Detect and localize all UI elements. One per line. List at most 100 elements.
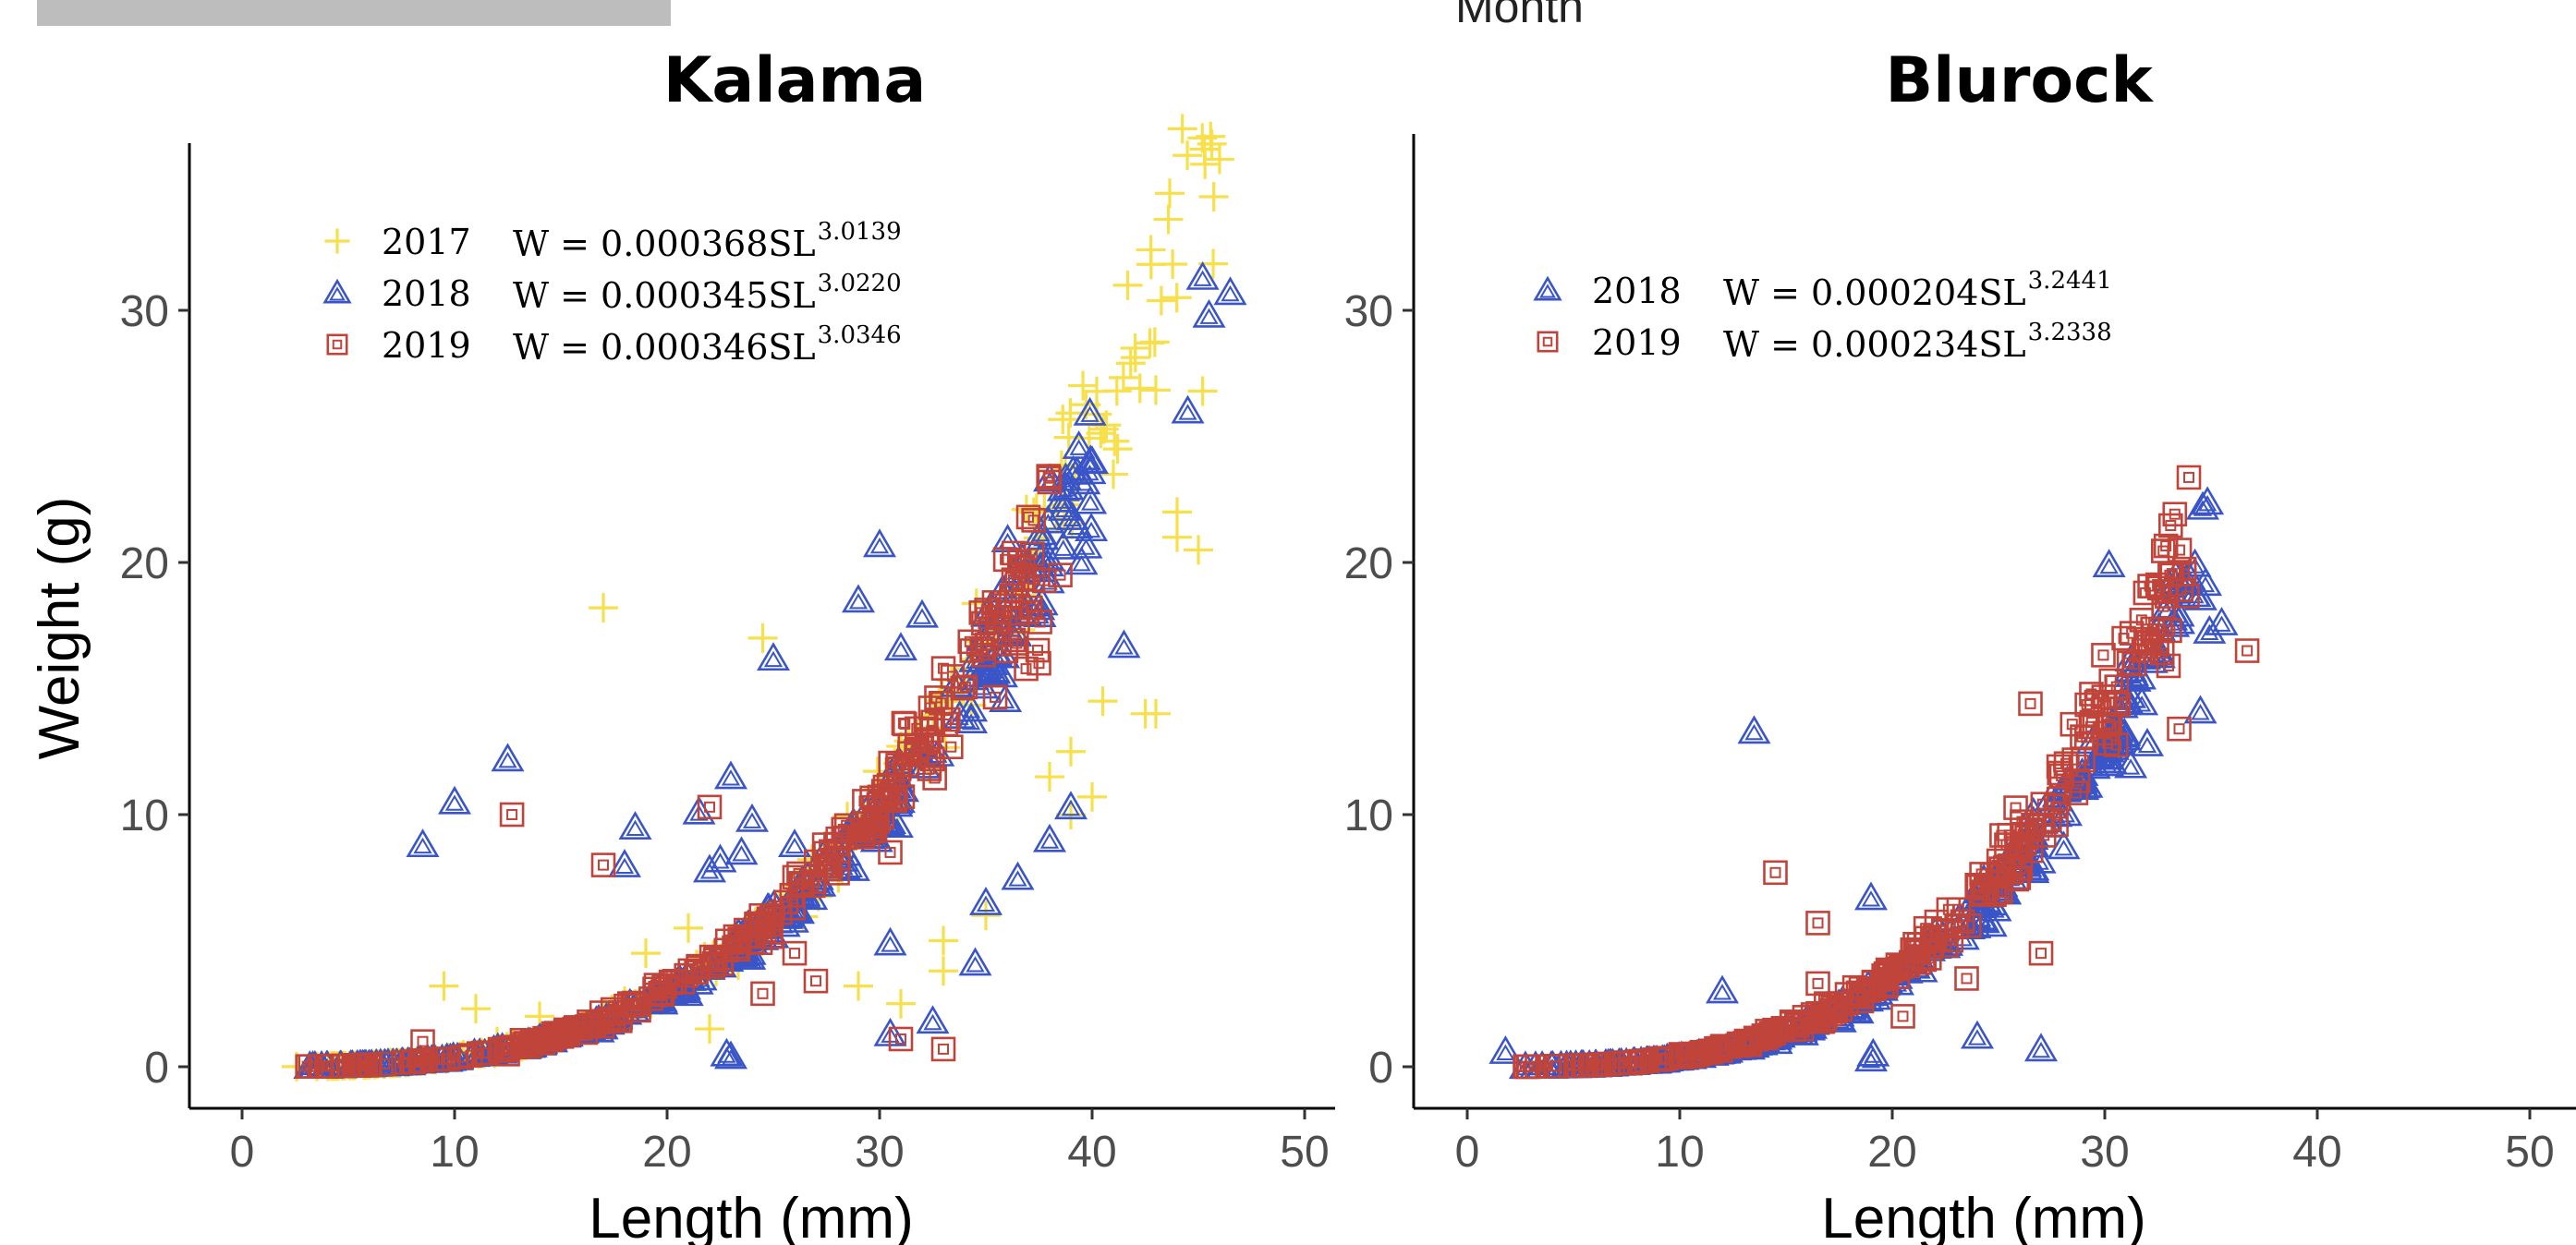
x-tick-label: 50 — [2505, 1128, 2554, 1177]
y-tick-label: 10 — [120, 792, 169, 840]
y-tick-label: 0 — [1368, 1044, 1393, 1093]
data-point — [1737, 715, 1771, 744]
data-point — [1056, 736, 1086, 767]
data-point — [692, 853, 727, 883]
data-point — [1898, 949, 1924, 975]
data-point — [1649, 1046, 1675, 1072]
data-point — [1004, 571, 1030, 597]
x-axis-label: Length (mm) — [1821, 1187, 2145, 1245]
data-point — [1204, 144, 1234, 175]
y-tick-label: 0 — [144, 1044, 169, 1093]
legend-year: 2017 — [382, 222, 471, 262]
data-point — [713, 1040, 748, 1070]
chart-panel-blurock: Blurock 0 10 20 30 40 50 0 10 20 30 Length (mm) 2018… — [1344, 44, 2576, 1245]
data-point — [1115, 348, 1146, 379]
data-point — [2116, 650, 2142, 675]
data-point — [2185, 490, 2219, 520]
data-point — [968, 886, 1003, 915]
legend-equation: W = 0.000368SL — [513, 224, 816, 264]
data-point — [1155, 178, 1185, 209]
data-point — [929, 956, 958, 986]
data-point — [1544, 1054, 1570, 1079]
data-point — [2048, 763, 2074, 789]
data-point — [2071, 747, 2096, 773]
data-point — [499, 802, 525, 828]
data-point — [782, 864, 808, 890]
data-point — [1853, 881, 1889, 911]
y-tick-label: 10 — [1344, 792, 1393, 840]
data-point — [330, 1053, 356, 1079]
data-point — [351, 1052, 376, 1078]
data-point — [1184, 535, 1213, 565]
data-point — [1136, 249, 1166, 280]
data-point — [1900, 937, 1926, 962]
data-point — [782, 940, 808, 966]
x-tick-label: 40 — [2292, 1128, 2341, 1177]
data-point — [1015, 504, 1041, 530]
data-point — [817, 856, 843, 882]
data-point — [849, 825, 875, 850]
data-point — [682, 795, 716, 825]
data-point — [1946, 897, 1972, 923]
x-tick-label: 20 — [1867, 1128, 1916, 1177]
data-point — [1877, 959, 1903, 984]
data-point — [2130, 727, 2165, 756]
data-point — [929, 925, 958, 956]
legend-exponent: 3.2441 — [2028, 267, 2112, 295]
data-point — [1048, 405, 1078, 435]
x-tick-label: 50 — [1280, 1128, 1329, 1177]
data-point — [495, 1042, 520, 1067]
data-point — [1141, 698, 1171, 729]
data-point — [2162, 502, 2188, 527]
data-point — [491, 743, 525, 772]
data-point — [2183, 695, 2218, 724]
data-point — [590, 852, 616, 877]
data-point — [859, 785, 884, 811]
data-point — [1924, 909, 1950, 935]
data-point — [959, 638, 985, 663]
data-point — [1074, 485, 1108, 514]
data-point — [873, 926, 907, 956]
legend-exponent: 3.0220 — [818, 270, 902, 297]
data-point — [2151, 538, 2176, 563]
x-tick-label: 10 — [1655, 1128, 1704, 1177]
data-point — [427, 1046, 453, 1072]
data-point — [617, 991, 642, 1016]
data-point — [886, 988, 916, 1019]
data-point — [2010, 809, 2035, 834]
data-point — [971, 901, 1001, 931]
data-point — [1077, 781, 1107, 812]
data-point — [1100, 426, 1130, 456]
data-point — [429, 971, 459, 1001]
data-point — [658, 969, 684, 995]
data-point — [1019, 541, 1045, 567]
data-point — [1018, 595, 1043, 621]
data-point — [873, 783, 898, 809]
data-point — [953, 674, 978, 700]
y-tick-label: 20 — [1344, 539, 1393, 588]
legend-equation: W = 0.000345SL — [513, 275, 816, 316]
data-point — [695, 1014, 724, 1045]
data-point — [1001, 861, 1035, 890]
x-tick-label: 30 — [855, 1128, 904, 1177]
legend-year: 2019 — [382, 325, 471, 366]
data-point — [1849, 988, 1875, 1014]
chart-panel-kalama: Kalama 0 10 20 30 40 50 0 10 20 30 Length (mm) Weigh… — [28, 44, 1335, 1245]
data-point — [968, 600, 994, 625]
data-point — [1187, 376, 1218, 406]
data-point — [2091, 643, 2116, 668]
data-point — [1853, 1043, 1889, 1072]
data-point — [1758, 1021, 1784, 1046]
data-point — [933, 711, 959, 737]
legend-marker-2018 — [322, 278, 352, 304]
data-point — [1027, 610, 1052, 635]
data-point — [1856, 1037, 1890, 1067]
data-point — [1197, 128, 1227, 159]
series-2019 — [1513, 465, 2260, 1080]
data-point — [391, 1050, 416, 1075]
legend-marker-2017 — [324, 228, 350, 254]
data-point — [2175, 584, 2200, 609]
header-bar — [37, 0, 671, 26]
legend-year: 2018 — [382, 273, 471, 314]
data-point — [1173, 140, 1203, 171]
